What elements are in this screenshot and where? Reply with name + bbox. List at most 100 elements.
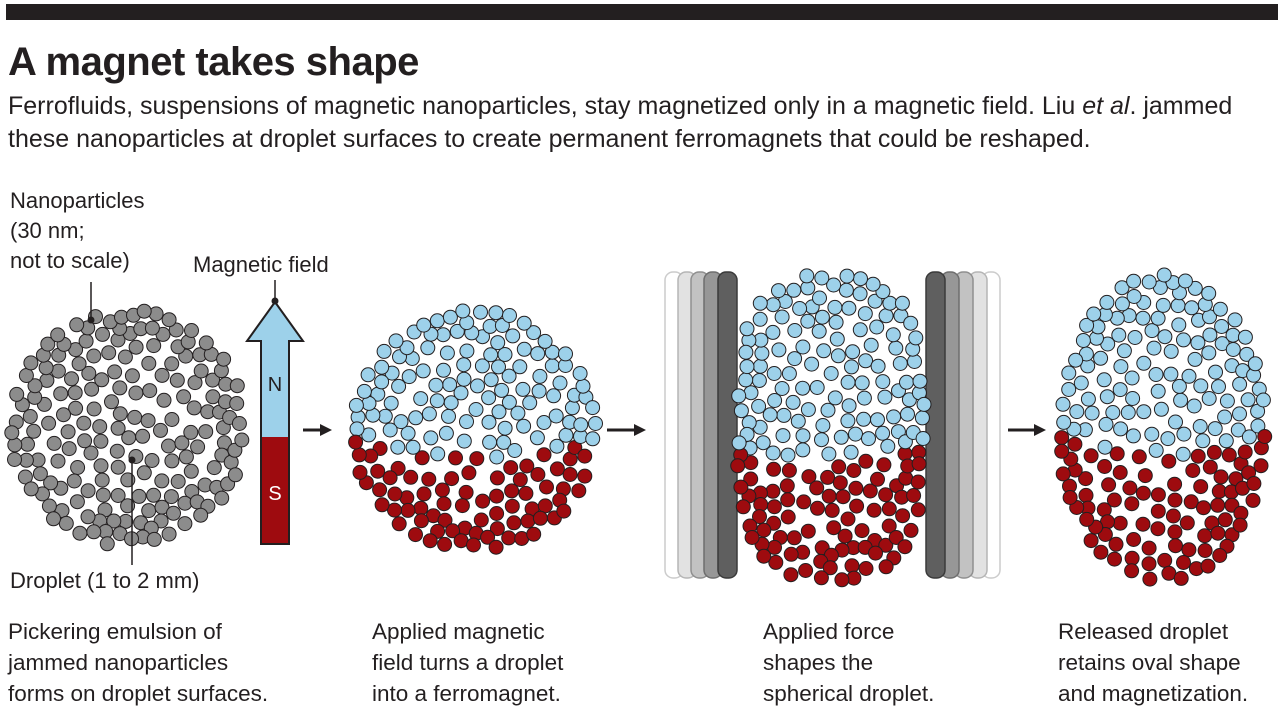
nanoparticle [1114,280,1130,296]
nanoparticle [765,297,781,313]
nanoparticle [174,435,190,451]
caption-step-1: Pickering emulsion of jammed nanoparticl… [8,616,268,709]
nanoparticle [862,483,878,499]
nanoparticle [752,509,767,525]
south-label: S [268,483,281,505]
caption-1-line-3: forms on droplet surfaces. [8,681,269,706]
nanoparticle [810,500,825,516]
nanoparticle [1165,508,1181,524]
nanoparticle [61,441,77,457]
nanoparticle [441,408,456,424]
nanoparticle [1126,532,1142,547]
nanoparticle [815,418,831,433]
nanoparticle [886,409,902,425]
nanoparticle [473,304,488,320]
nanoparticle [128,339,144,355]
nanoparticle [1218,433,1234,449]
nanoparticle [422,533,438,549]
nanoparticle [178,449,194,465]
nanoparticle [730,458,746,474]
nanoparticle [733,479,749,495]
nanoparticle [391,516,407,532]
nanoparticle [575,378,591,394]
nanoparticle [539,479,554,495]
nanoparticle [1247,356,1263,372]
nanoparticle [488,305,504,321]
nanoparticle [141,503,157,519]
nanoparticle [1253,458,1269,474]
nanoparticle [442,377,458,393]
nanoparticle [421,406,437,422]
nanoparticle [1112,382,1128,398]
nanoparticle [377,408,393,424]
nanoparticle [812,290,827,306]
nanoparticle [814,270,830,286]
nanoparticle [908,330,924,346]
nanoparticle [72,525,88,541]
nanoparticle [546,388,562,404]
nanoparticle [483,347,499,363]
nanoparticle [814,309,830,325]
nanoparticle [519,458,535,474]
nanoparticle [820,402,836,418]
nanoparticle [1078,471,1094,487]
nanoparticle [799,268,815,284]
nanoparticle [735,499,751,515]
nanoparticle [844,359,859,375]
nanoparticle [894,295,910,311]
nanoparticle [483,372,499,388]
nanoparticle [94,472,110,488]
nanoparticle [1225,342,1241,357]
nanoparticle [428,377,444,393]
nanoparticle [38,360,54,376]
nanoparticle [1099,389,1115,405]
nanoparticle [762,407,778,423]
nanoparticle [1168,414,1183,430]
nanoparticle [771,342,787,358]
nanoparticle [1160,431,1176,447]
nanoparticle [408,527,423,543]
nanoparticle [124,368,140,384]
nanoparticle [738,344,754,360]
nanoparticle [176,389,192,405]
nanoparticle [198,424,214,440]
nanoparticle [1230,422,1246,438]
nanoparticle [95,326,110,342]
nanoparticle [843,444,859,460]
nanoparticle [787,323,803,338]
nanoparticle [370,463,386,479]
nanoparticle [120,498,136,514]
nanoparticle [468,402,484,417]
nanoparticle [1124,563,1140,579]
nanoparticle [910,502,926,518]
nanoparticle [516,418,532,434]
nanoparticle [81,365,97,381]
nanoparticle [437,512,453,528]
caption-4-line-3: and magnetization. [1058,681,1249,706]
nanoparticle [823,366,839,381]
nanoparticle [1122,480,1138,496]
nanoparticle [56,407,71,423]
nanoparticles-label-line2: (30 nm; [10,218,85,243]
nanoparticle [507,443,523,458]
nanoparticle [1127,330,1143,345]
nanoparticle [83,445,99,461]
nanoparticle [153,422,168,438]
nanoparticle [1255,392,1271,408]
nanoparticle [900,406,915,422]
nanoparticle [796,494,812,510]
nanoparticle [1126,289,1142,304]
nanoparticle [416,317,432,333]
step-arrow-2 [607,424,646,436]
nanoparticle [414,450,430,466]
nanoparticle [835,489,851,505]
nanoparticle [1207,421,1223,437]
nanoparticle [349,421,365,437]
nanoparticle [141,355,157,371]
nanoparticle [481,414,497,430]
nanoparticle [875,374,891,390]
caption-3-line-2: shapes the [763,650,874,675]
nanoparticle [829,331,845,347]
nanoparticle [360,367,376,383]
magnetic-field-arrow: N S [245,280,305,545]
